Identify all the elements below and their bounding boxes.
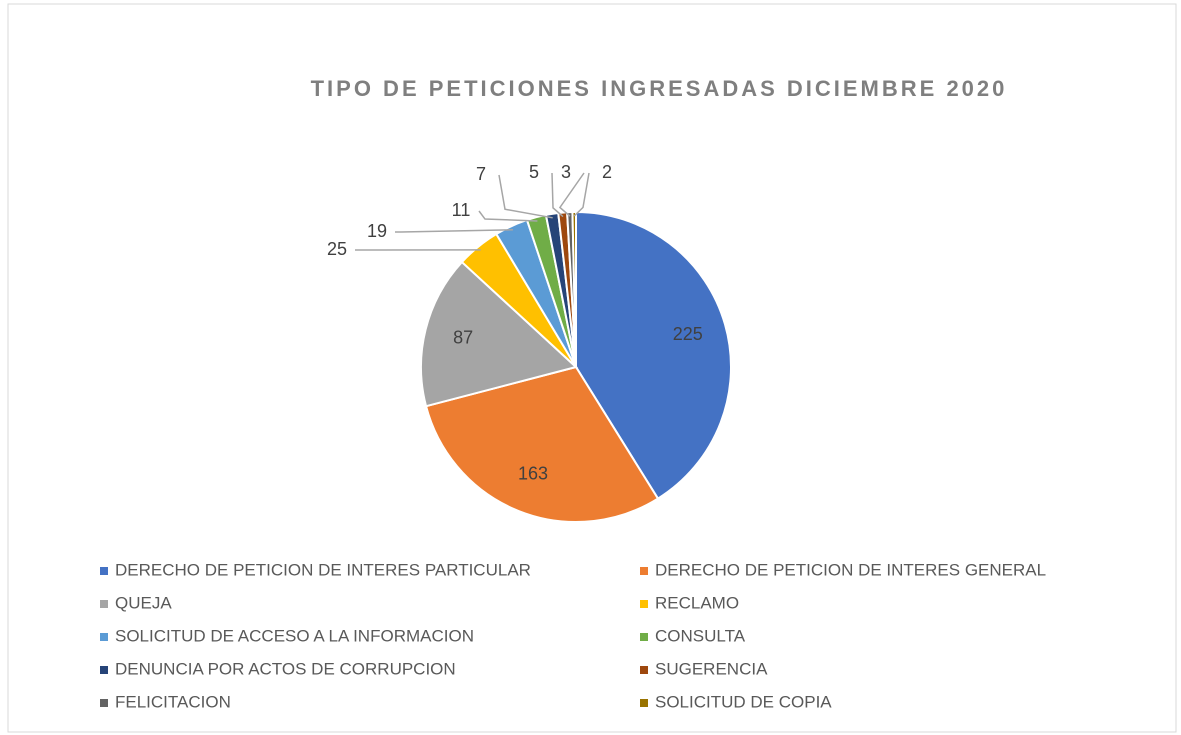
legend-label: FELICITACION (115, 692, 231, 711)
data-label: 5 (529, 162, 539, 182)
legend-marker (640, 633, 648, 641)
legend-marker (640, 699, 648, 707)
leader-line (478, 210, 538, 222)
legend-marker (100, 567, 108, 575)
legend-label: SOLICITUD DE ACCESO A LA INFORMACION (115, 626, 474, 645)
data-label: 19 (367, 221, 387, 241)
data-label: 25 (327, 239, 347, 259)
data-label: 87 (453, 328, 473, 348)
legend-marker (640, 666, 648, 674)
legend-marker (100, 633, 108, 641)
legend-label: SOLICITUD DE COPIA (655, 692, 832, 711)
pie-slice (575, 210, 732, 500)
data-label: 11 (452, 200, 471, 220)
legend-label: QUEJA (115, 593, 172, 612)
legend-marker (100, 600, 108, 608)
legend-label: DENUNCIA POR ACTOS DE CORRUPCION (115, 659, 456, 678)
leader-line (498, 174, 553, 219)
data-label: 7 (476, 164, 486, 184)
pie-slice (571, 210, 577, 368)
legend-marker (640, 567, 648, 575)
legend-label: DERECHO DE PETICION DE INTERES PARTICULA… (115, 560, 531, 579)
chart-title: TIPO DE PETICIONES INGRESADAS DICIEMBRE … (311, 76, 1008, 101)
legend-label: CONSULTA (655, 626, 746, 645)
legend-label: SUGERENCIA (655, 659, 768, 678)
data-label: 3 (561, 162, 571, 182)
legend-marker (100, 699, 108, 707)
leader-line (573, 172, 590, 217)
data-label: 2 (602, 162, 612, 182)
leader-line (551, 172, 564, 218)
legend-marker (100, 666, 108, 674)
legend-label: RECLAMO (655, 593, 739, 612)
data-label: 163 (518, 464, 548, 484)
pie-slice (424, 365, 660, 523)
legend-label: DERECHO DE PETICION DE INTERES GENERAL (655, 560, 1046, 579)
leader-line (395, 229, 513, 233)
data-label: 225 (673, 324, 703, 344)
pie-slice (420, 260, 579, 408)
leader-line (558, 172, 585, 217)
legend-marker (640, 600, 648, 608)
